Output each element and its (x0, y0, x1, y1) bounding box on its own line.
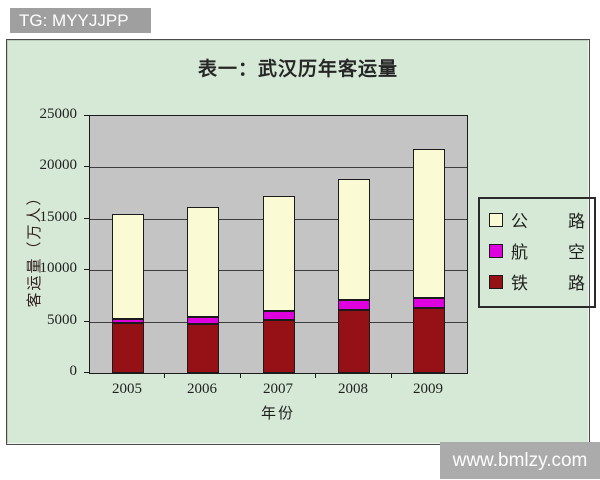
y-axis-tick (84, 166, 89, 168)
chart-panel: 表一：武汉历年客运量 客运量（万人） 0 5000 10000 15000 20000 2… (6, 39, 596, 445)
legend-label-char: 路 (568, 212, 585, 231)
plot-area (89, 115, 468, 374)
y-axis-tick (84, 320, 89, 322)
legend-label-air: 航空 (511, 238, 585, 263)
bar-segment-rail-2005 (112, 323, 144, 373)
bar-segment-air-2006 (187, 317, 219, 324)
legend-swatch-rail (489, 274, 503, 289)
legend-item-rail: 铁路 (489, 269, 585, 294)
x-axis-label: 2007 (263, 381, 293, 397)
top-left-tag-badge: TG: MYYJJPP (10, 8, 151, 33)
x-axis-label: 2005 (112, 381, 142, 397)
legend-label-char: 路 (568, 274, 585, 293)
bar-segment-road-2009 (413, 149, 445, 298)
bar-segment-road-2008 (338, 179, 370, 300)
legend-label-char: 空 (568, 243, 585, 262)
x-axis-tick (164, 374, 165, 378)
watermark: www.bmlzy.com (440, 442, 600, 479)
bar-segment-rail-2009 (413, 308, 445, 373)
legend-label-char: 航 (511, 243, 528, 262)
bar-segment-air-2005 (112, 319, 144, 323)
legend-label-road: 公路 (511, 207, 585, 232)
y-axis-tick-label: 20000 (39, 157, 78, 174)
x-axis-label: 2006 (187, 381, 217, 397)
legend-label-rail: 铁路 (511, 269, 585, 294)
legend-item-road: 公路 (489, 207, 585, 232)
legend-swatch-road (489, 212, 503, 227)
gridline (90, 167, 467, 169)
y-axis-tick (84, 115, 89, 116)
chart-title: 表一：武汉历年客运量 (197, 59, 398, 80)
x-axis-tick (315, 374, 316, 378)
legend: 公路航空铁路 (478, 197, 596, 308)
bar-segment-road-2007 (263, 196, 295, 311)
bar-segment-air-2009 (413, 298, 445, 308)
bar-segment-air-2008 (338, 300, 370, 310)
y-axis-tick-label: 5000 (47, 311, 77, 328)
bar-segment-road-2006 (187, 207, 219, 317)
bar-segment-rail-2008 (338, 310, 370, 373)
x-axis-tick (391, 374, 392, 378)
y-axis-tick-label: 10000 (39, 260, 78, 277)
bar-segment-rail-2007 (263, 320, 295, 373)
x-axis-title: 年份 (260, 406, 295, 422)
y-axis-tick-label: 25000 (39, 106, 78, 122)
y-axis-tick (84, 217, 89, 219)
legend-label-char: 公 (511, 212, 528, 231)
y-axis-tick-label: 0 (69, 363, 78, 379)
x-axis-label: 2008 (338, 381, 368, 397)
y-axis-title: 客运量（万人） (27, 188, 43, 308)
bar-segment-rail-2006 (187, 324, 219, 373)
y-axis-tick (84, 372, 89, 373)
x-axis-tick (240, 374, 241, 378)
legend-label-char: 铁 (511, 274, 528, 293)
bar-segment-road-2005 (112, 214, 144, 319)
legend-swatch-air (489, 243, 503, 258)
y-axis-tick (84, 269, 89, 271)
x-axis-label: 2009 (413, 381, 443, 397)
legend-item-air: 航空 (489, 238, 585, 263)
bar-segment-air-2007 (263, 311, 295, 320)
y-axis-tick-label: 15000 (39, 208, 78, 225)
